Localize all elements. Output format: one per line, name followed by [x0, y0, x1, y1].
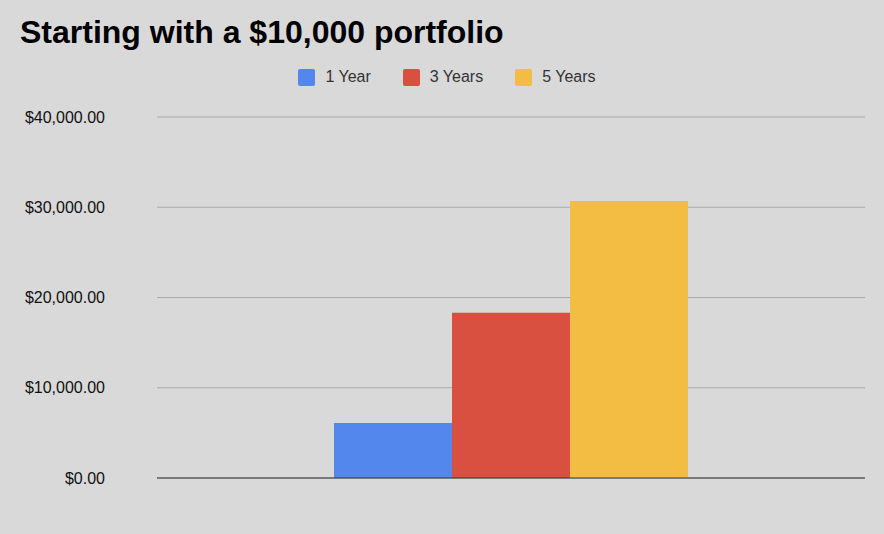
svg-text:$20,000.00: $20,000.00: [25, 289, 105, 306]
html-text:1 Year: 1 Year: [325, 68, 371, 85]
html-text:3 Years: 3 Years: [429, 68, 484, 85]
svg-text:$40,000.00: $40,000.00: [25, 109, 105, 126]
svg-text:$10,000.00: $10,000.00: [25, 379, 105, 396]
html-text:5 Years: 5 Years: [542, 68, 596, 85]
svg-text:$30,000.00: $30,000.00: [25, 199, 105, 216]
svg-text:$0.00: $0.00: [65, 470, 105, 487]
html-text:Starting with a $10,000 portfo: Starting with a $10,000 portfolio: [20, 14, 504, 50]
